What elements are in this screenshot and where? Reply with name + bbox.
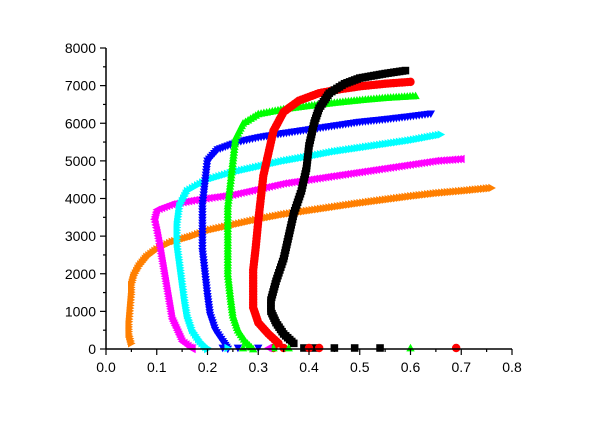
data-point: [457, 154, 465, 164]
y-tick-label: 4000: [65, 191, 96, 207]
baseline-point: [300, 344, 308, 352]
baseline-point: [304, 343, 314, 353]
data-point: [488, 183, 496, 193]
y-tick-label: 6000: [65, 115, 96, 131]
series-3: [173, 130, 446, 354]
x-tick-label: 0.3: [249, 359, 269, 375]
x-tick-label: 0.2: [198, 359, 218, 375]
series-7: [267, 66, 410, 348]
y-tick-label: 0: [88, 341, 96, 357]
y-ticks: 0 1000 2000 3000 4000 5000 6000 7000 8000: [65, 40, 106, 357]
x-tick-label: 0.4: [299, 359, 319, 375]
y-tick-label: 2000: [65, 266, 96, 282]
x-tick-label: 0.7: [452, 359, 472, 375]
baseline-markers-5: [204, 343, 232, 353]
baseline-point: [188, 343, 196, 353]
data-point: [406, 77, 415, 87]
baseline-markers-1: [300, 344, 384, 352]
baseline-point: [310, 344, 318, 352]
baseline-markers-6: [188, 343, 272, 353]
baseline-point: [264, 343, 272, 353]
data-point: [437, 130, 446, 139]
baseline-point: [314, 343, 324, 353]
y-tick-label: 5000: [65, 153, 96, 169]
x-tick-label: 0.8: [502, 359, 522, 375]
baseline-point: [204, 343, 212, 353]
x-tick-label: 0.5: [350, 359, 370, 375]
baseline-point: [451, 343, 461, 353]
x-tick-label: 0.1: [147, 359, 167, 375]
series-1: [125, 183, 496, 348]
x-tick-label: 0.6: [401, 359, 421, 375]
x-tick-label: 0.0: [96, 359, 116, 375]
y-tick-label: 7000: [65, 78, 96, 94]
plot-marks: [125, 66, 496, 354]
y-tick-label: 3000: [65, 228, 96, 244]
baseline-point: [224, 343, 232, 353]
data-point: [401, 66, 410, 75]
baseline-point: [350, 344, 359, 352]
baseline-markers-2: [269, 343, 461, 353]
baseline-point: [330, 344, 339, 352]
y-tick-label: 8000: [65, 40, 96, 56]
series-4: [198, 110, 435, 354]
y-tick-label: 1000: [65, 303, 96, 319]
data-point: [411, 91, 420, 100]
data-point: [426, 110, 435, 119]
x-ticks: 0.0 0.1 0.2 0.3 0.4 0.5 0.6 0.7 0.8: [96, 349, 522, 375]
baseline-point: [376, 344, 384, 352]
